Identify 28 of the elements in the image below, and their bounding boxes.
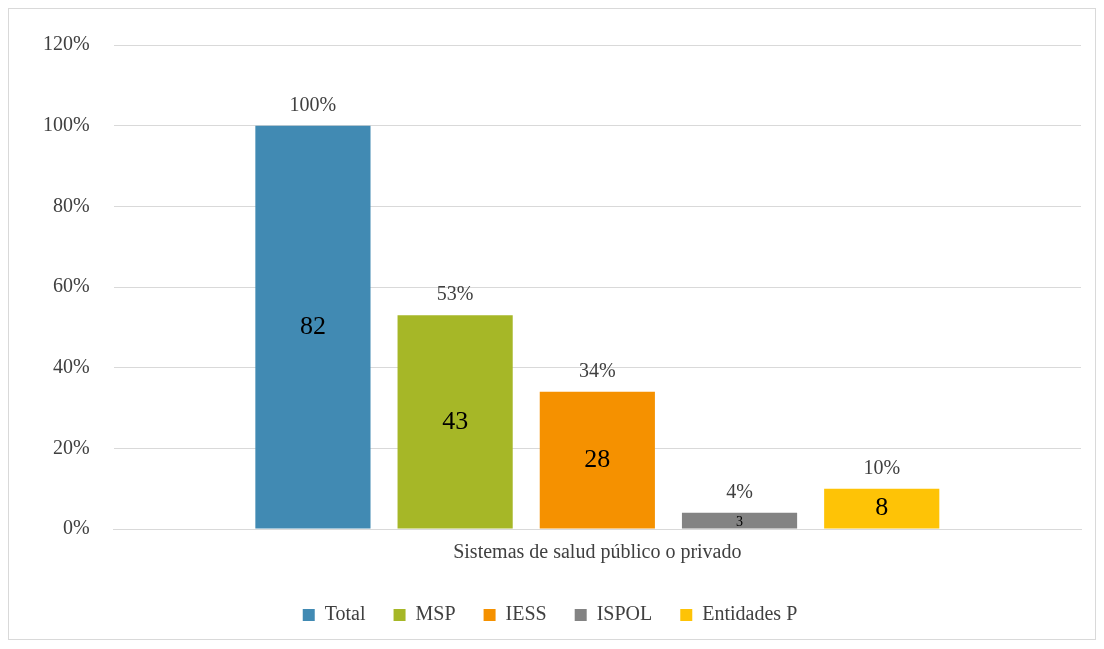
- legend-label: Entidades P: [702, 602, 798, 625]
- annotation: 28: [584, 444, 611, 474]
- x-tick-label: Sistemas de salud público o privado: [453, 540, 742, 564]
- annotation: 82: [299, 310, 326, 340]
- legend-label: Total: [324, 602, 366, 625]
- annotation: 43: [442, 405, 469, 435]
- bar: [681, 512, 798, 529]
- bar: [539, 391, 655, 529]
- y-tick-label: 0%: [62, 516, 90, 539]
- legend-label: MSP: [415, 602, 456, 625]
- data-label: 100%: [289, 92, 337, 115]
- bar: [397, 315, 513, 529]
- bar: [255, 125, 371, 529]
- y-tick-label: 40%: [52, 354, 90, 377]
- bar: [824, 488, 940, 529]
- legend-label: IESS: [505, 602, 547, 625]
- y-tick-label: 80%: [52, 193, 90, 216]
- data-label: 10%: [863, 455, 901, 478]
- y-tick-label: 20%: [52, 435, 90, 458]
- annotation: 3: [736, 514, 744, 530]
- data-label: 4%: [726, 480, 753, 503]
- legend-label: ISPOL: [596, 602, 653, 625]
- y-tick-label: 60%: [52, 274, 90, 297]
- annotation: 8: [875, 492, 889, 522]
- data-label: 53%: [436, 282, 474, 305]
- data-label: 34%: [578, 359, 616, 382]
- y-tick-label: 100%: [42, 112, 90, 135]
- y-tick-label: 120%: [42, 32, 90, 55]
